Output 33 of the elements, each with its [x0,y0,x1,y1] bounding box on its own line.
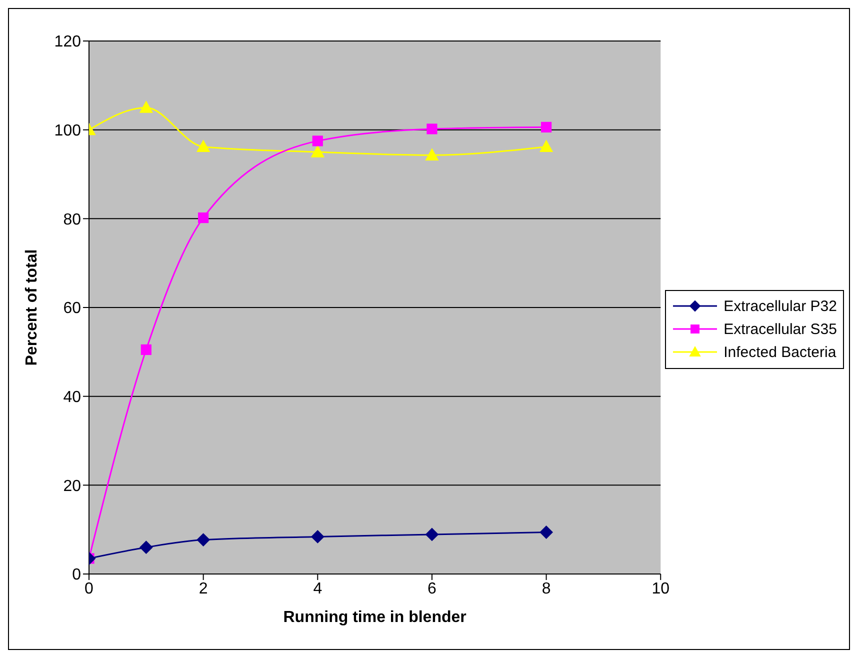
x-tick-label: 10 [652,580,670,598]
y-tick-label: 80 [63,211,82,228]
y-tick-label: 60 [63,300,82,318]
point [196,140,210,152]
point [140,101,153,113]
y-tick-label: 0 [72,566,82,584]
x-tick-label: 4 [313,580,322,598]
legend-label: Infected Bacteria [724,344,836,360]
point [140,344,152,355]
point [312,136,323,146]
x-tick-label: 6 [428,580,437,598]
x-tick-label: 8 [542,580,551,598]
point [311,530,324,544]
point [425,148,438,160]
point [425,528,438,541]
legend-label: Extracellular S35 [724,320,837,338]
point [426,124,438,134]
y-axis-title: Percent of total [24,249,41,366]
x-tick-label: 0 [84,580,94,598]
y-tick-label: 40 [63,389,82,406]
point [196,533,210,546]
point [198,212,209,224]
point [311,146,324,158]
y-tick-label: 100 [54,122,82,140]
point [540,140,553,152]
point [540,122,552,132]
point [540,526,553,539]
x-tick-label: 2 [198,580,208,598]
point [140,540,153,554]
y-tick-label: 120 [54,34,82,51]
x-axis-title: Running time in blender [283,609,466,626]
legend-label: Extracellular P32 [724,298,837,314]
y-tick-label: 20 [63,478,82,495]
